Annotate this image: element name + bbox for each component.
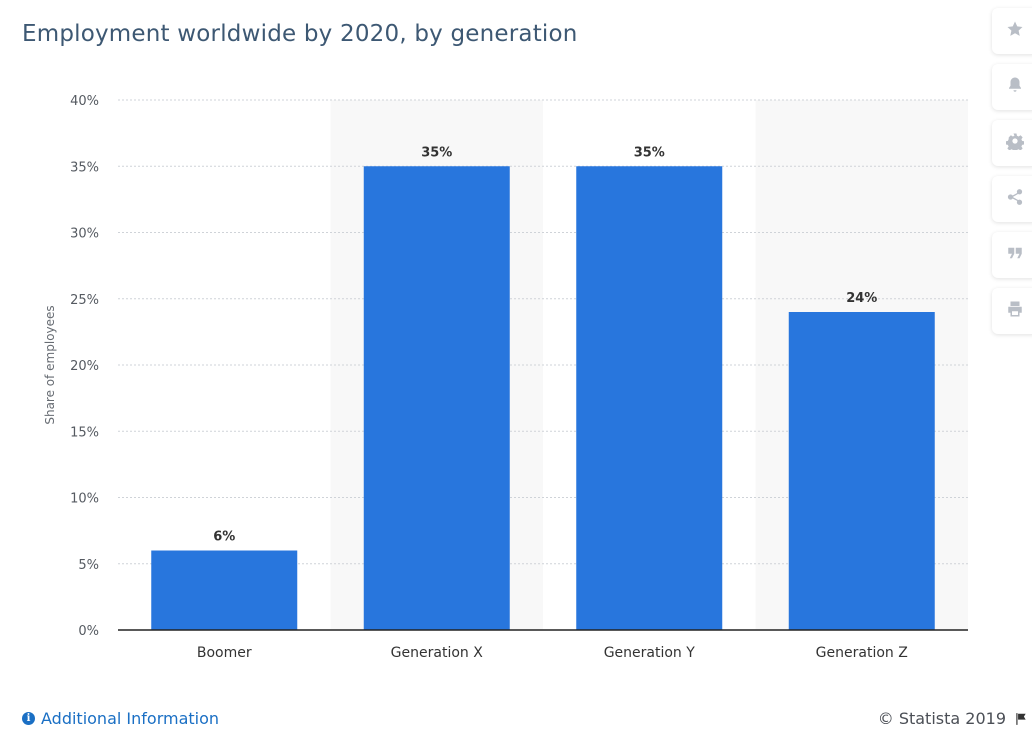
data-label: 6% (213, 530, 235, 545)
additional-information-label: Additional Information (41, 709, 220, 728)
quote-icon (1006, 244, 1024, 266)
x-tick-label: Generation Y (604, 645, 696, 661)
y-tick-label: 20% (70, 359, 99, 374)
bar (151, 550, 298, 630)
star-icon (1006, 20, 1024, 42)
y-tick-label: 30% (70, 227, 99, 242)
x-tick-label: Generation X (391, 645, 484, 661)
bar (576, 166, 723, 630)
y-tick-label: 25% (70, 293, 99, 308)
source-credit: © Statista 2019 (878, 709, 1028, 728)
y-axis-title: Share of employees (43, 305, 57, 424)
notifications-button[interactable] (992, 64, 1032, 110)
bar-chart: 0% 5% 10% 15% 20% 25% 30% 35% 40% Share of employ… (43, 94, 968, 661)
bar (363, 166, 510, 630)
flag-icon[interactable] (1014, 712, 1028, 726)
y-tick-label: 15% (70, 425, 99, 440)
print-button[interactable] (992, 288, 1032, 334)
additional-information-link[interactable]: i Additional Information (22, 709, 219, 728)
chart-title: Employment worldwide by 2020, by generat… (22, 21, 578, 47)
x-tick-label: Boomer (197, 645, 252, 661)
y-tick-label: 0% (78, 624, 99, 639)
settings-button[interactable] (992, 120, 1032, 166)
x-tick-label: Generation Z (816, 645, 908, 661)
source-label: © Statista 2019 (877, 709, 1006, 728)
gear-icon (1005, 132, 1025, 154)
share-icon (1006, 188, 1024, 210)
side-toolbar (992, 8, 1032, 344)
y-tick-label: 40% (70, 94, 99, 109)
data-label: 35% (634, 145, 665, 160)
cite-button[interactable] (992, 232, 1032, 278)
favorite-button[interactable] (992, 8, 1032, 54)
share-button[interactable] (992, 176, 1032, 222)
bell-icon (1006, 76, 1024, 98)
data-label: 35% (421, 145, 452, 160)
print-icon (1006, 300, 1024, 322)
info-icon: i (22, 712, 35, 725)
y-tick-label: 5% (78, 558, 99, 573)
y-tick-label: 10% (70, 492, 99, 507)
data-label: 24% (846, 291, 877, 306)
bar (788, 312, 935, 630)
y-tick-label: 35% (70, 160, 99, 175)
